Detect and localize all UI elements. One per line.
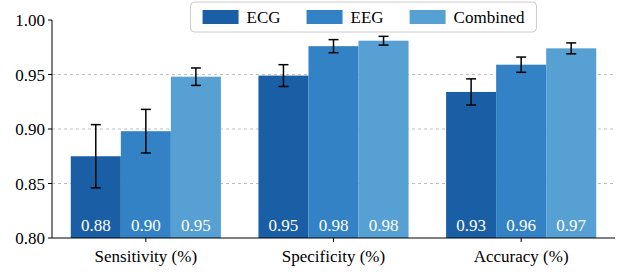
bar: [171, 77, 221, 238]
x-tick: [521, 238, 522, 242]
data-label: 0.97: [556, 216, 586, 235]
error-cap: [91, 124, 101, 126]
error-line: [195, 68, 197, 85]
data-label: 0.95: [269, 216, 299, 235]
error-bar: [141, 109, 151, 153]
data-label: 0.88: [81, 216, 111, 235]
error-bar: [516, 57, 526, 72]
legend-label: ECG: [247, 8, 281, 27]
legend-swatch: [410, 10, 446, 24]
error-cap: [566, 53, 576, 55]
bar: [546, 48, 596, 238]
legend-label: Combined: [454, 8, 525, 27]
x-axis: [52, 238, 615, 239]
data-label: 0.90: [131, 216, 161, 235]
tick-label: 0.90: [15, 120, 45, 139]
legend-box: [191, 2, 537, 32]
bar: [308, 46, 358, 238]
legend: ECG EEG Combined: [191, 2, 537, 32]
bar: [496, 65, 546, 238]
error-bar: [466, 79, 476, 105]
error-bar: [329, 40, 339, 53]
data-label: 0.93: [456, 216, 486, 235]
error-cap: [141, 109, 151, 111]
tick: [48, 183, 52, 184]
data-label: 0.96: [506, 216, 536, 235]
error-line: [470, 79, 472, 105]
error-cap: [379, 36, 389, 38]
error-bar: [566, 43, 576, 54]
error-cap: [466, 104, 476, 106]
error-line: [333, 40, 335, 53]
error-cap: [466, 78, 476, 80]
error-line: [95, 125, 97, 188]
error-bar: [278, 65, 288, 87]
tick: [48, 238, 52, 239]
x-tick: [333, 238, 334, 242]
category-label: Specificity (%): [282, 247, 385, 266]
category-label: Sensitivity (%): [95, 247, 197, 266]
error-line: [570, 43, 572, 54]
error-bar: [379, 36, 389, 45]
error-cap: [191, 85, 201, 87]
error-line: [383, 36, 385, 45]
error-cap: [516, 72, 526, 74]
category-label: Accuracy (%): [474, 247, 569, 266]
tick: [48, 74, 52, 75]
error-cap: [278, 64, 288, 66]
bar: [446, 92, 496, 238]
tick-label: 0.80: [15, 229, 45, 248]
error-cap: [278, 86, 288, 88]
error-cap: [516, 56, 526, 58]
tick-label: 1.00: [15, 11, 45, 30]
error-cap: [191, 67, 201, 69]
legend-label: EEG: [351, 8, 384, 27]
data-label: 0.95: [181, 216, 211, 235]
legend-swatch: [307, 10, 343, 24]
data-label: 0.98: [369, 216, 399, 235]
chart: 0.80 0.85 0.90 0.95 1.00 0.88 0.90 0.95 0.95 0.98…: [0, 0, 620, 272]
error-bar: [91, 125, 101, 188]
x-tick: [145, 238, 146, 242]
error-cap: [379, 44, 389, 46]
error-cap: [141, 152, 151, 154]
legend-swatch: [203, 10, 239, 24]
bar: [359, 41, 409, 238]
error-line: [145, 109, 147, 153]
tick: [48, 20, 52, 21]
bar: [258, 76, 308, 238]
bars: [71, 36, 596, 238]
error-cap: [329, 39, 339, 41]
error-cap: [329, 52, 339, 54]
data-labels: 0.88 0.90 0.95 0.95 0.98 0.98 0.93 0.96 0.97: [81, 216, 587, 235]
y-axis: [52, 20, 53, 238]
error-line: [520, 57, 522, 72]
error-line: [283, 65, 285, 87]
error-cap: [91, 187, 101, 189]
error-cap: [566, 42, 576, 44]
error-bar: [191, 68, 201, 85]
tick: [48, 129, 52, 130]
tick-label: 0.85: [15, 175, 45, 194]
tick-label: 0.95: [15, 66, 45, 85]
data-label: 0.98: [319, 216, 349, 235]
